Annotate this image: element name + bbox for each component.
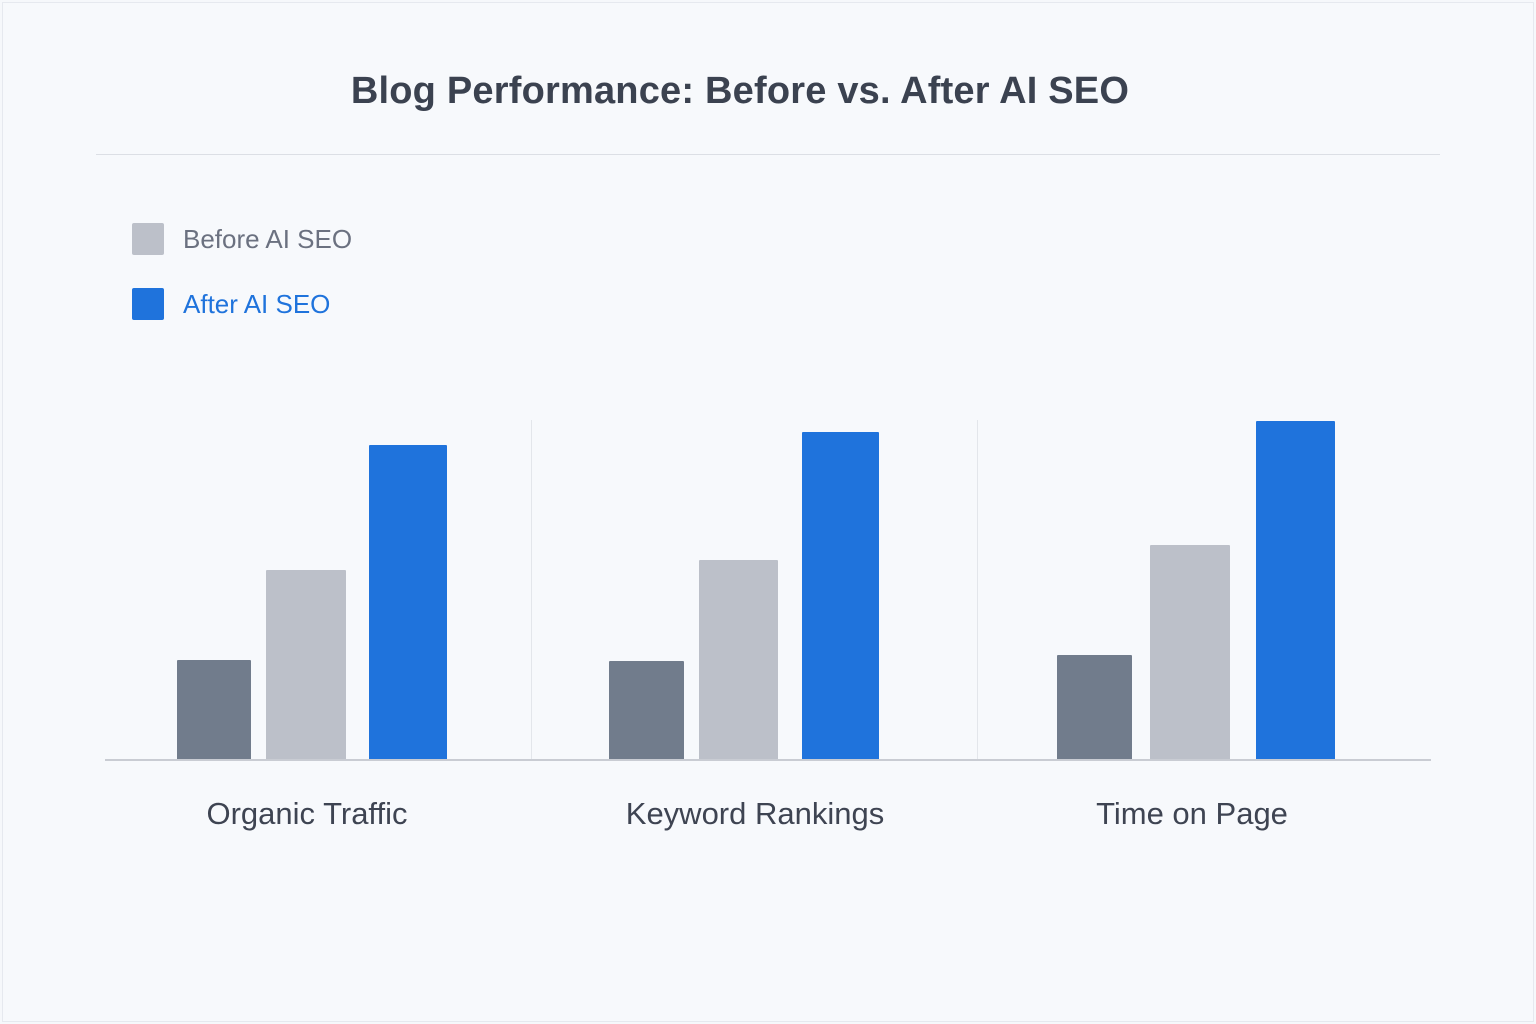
bar — [699, 560, 778, 760]
legend-swatch-before — [132, 223, 164, 255]
bar — [802, 432, 879, 760]
legend-item-after: After AI SEO — [132, 287, 352, 321]
chart-title: Blog Performance: Before vs. After AI SE… — [350, 70, 1130, 112]
group-divider — [531, 420, 532, 760]
bar — [266, 570, 346, 760]
legend-label-after: After AI SEO — [183, 288, 331, 319]
title-divider — [96, 154, 1440, 155]
bar — [369, 445, 447, 760]
bar — [1057, 655, 1132, 760]
legend-swatch-after — [132, 288, 164, 320]
bar — [1150, 545, 1230, 760]
category-label-keyword-rankings: Keyword Rankings — [625, 796, 885, 831]
bar — [1256, 421, 1335, 760]
x-axis-baseline — [105, 759, 1431, 761]
bar — [177, 660, 251, 760]
legend-label-before: Before AI SEO — [183, 223, 353, 254]
category-label-organic-traffic: Organic Traffic — [206, 796, 408, 831]
bar — [609, 661, 684, 760]
legend-item-before: Before AI SEO — [132, 222, 352, 256]
category-label-time-on-page: Time on Page — [1096, 796, 1288, 831]
group-divider — [977, 420, 978, 760]
legend: Before AI SEO After AI SEO — [132, 222, 352, 352]
